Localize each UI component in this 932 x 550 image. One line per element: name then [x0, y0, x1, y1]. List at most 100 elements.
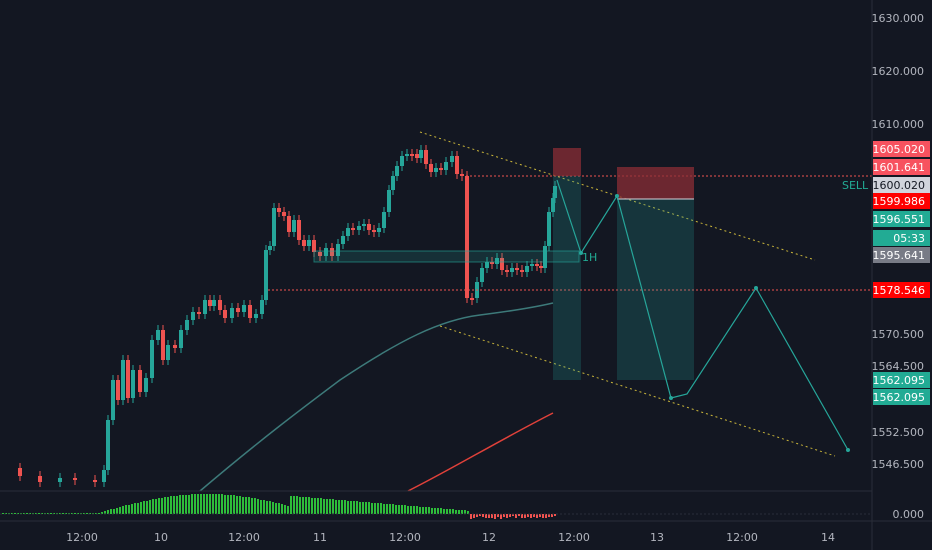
- oscillator-bar: [86, 513, 88, 514]
- oscillator-bar: [209, 494, 211, 514]
- oscillator-bar: [74, 513, 76, 514]
- oscillator-bar: [362, 502, 364, 514]
- candle-body: [525, 266, 529, 272]
- oscillator-bar: [170, 496, 172, 514]
- candle-body: [415, 154, 419, 158]
- oscillator-bar: [287, 506, 289, 514]
- candle-body: [547, 212, 551, 246]
- candle-body: [58, 478, 62, 482]
- oscillator-bar: [272, 502, 274, 514]
- price-label-text: 1599.986: [873, 195, 926, 208]
- oscillator-bar: [536, 514, 538, 518]
- oscillator-bar: [311, 498, 313, 514]
- candle-body: [480, 268, 484, 282]
- oscillator-bar: [500, 514, 502, 519]
- oscillator-bar: [215, 494, 217, 514]
- candle-body: [203, 300, 207, 314]
- oscillator-bar: [341, 500, 343, 514]
- candle-body: [460, 174, 464, 176]
- oscillator-bar: [119, 507, 121, 514]
- candle-body: [248, 305, 252, 318]
- oscillator-bar: [530, 514, 532, 518]
- sell-label: SELL: [842, 179, 869, 192]
- oscillator-bar: [269, 501, 271, 514]
- oscillator-bar: [401, 505, 403, 514]
- oscillator-bar: [227, 495, 229, 514]
- oscillator-bar: [263, 500, 265, 514]
- oscillator-bar: [392, 504, 394, 514]
- oscillator-bar: [428, 507, 430, 514]
- oscillator-bar: [473, 514, 475, 518]
- candle-body: [455, 156, 459, 174]
- oscillator-bar: [359, 502, 361, 514]
- price-label-text: 1605.020: [873, 143, 926, 156]
- candle-body: [530, 264, 534, 266]
- candle-body: [138, 370, 142, 392]
- candle-body: [116, 380, 120, 400]
- oscillator-bar: [395, 505, 397, 514]
- candle-body: [102, 470, 106, 482]
- oscillator-bar: [113, 509, 115, 514]
- oscillator-bar: [371, 503, 373, 514]
- candle-body: [156, 330, 160, 340]
- oscillator-bar: [554, 514, 556, 516]
- oscillator-bar: [317, 498, 319, 514]
- oscillator-bar: [107, 510, 109, 514]
- price-label-text: 1562.095: [873, 391, 926, 404]
- oscillator-bar: [131, 504, 133, 514]
- candle-body: [93, 480, 97, 482]
- oscillator-bar: [383, 504, 385, 514]
- oscillator-bar: [248, 497, 250, 514]
- candle-body: [173, 345, 177, 348]
- candle-body: [424, 150, 428, 164]
- oscillator-bar: [386, 504, 388, 514]
- oscillator-bar: [185, 495, 187, 514]
- oscillator-bar: [422, 507, 424, 514]
- oscillator-bar: [26, 513, 28, 514]
- price-label-text: 1596.551: [873, 213, 926, 226]
- price-tick-label: 1564.500: [872, 360, 925, 373]
- price-tick-label: 1570.500: [872, 328, 925, 341]
- oscillator-bar: [485, 514, 487, 518]
- oscillator-bar: [233, 495, 235, 514]
- candle-body: [405, 154, 409, 156]
- candle-body: [400, 156, 404, 166]
- oscillator-bar: [140, 502, 142, 514]
- oscillator-bar: [305, 497, 307, 514]
- candle-body: [429, 164, 433, 172]
- candle-body: [268, 246, 272, 250]
- oscillator-bar: [455, 510, 457, 514]
- oscillator-bar: [419, 507, 421, 514]
- oscillator-bar: [314, 498, 316, 514]
- oscillator-bar: [146, 501, 148, 514]
- candle-body: [218, 300, 222, 310]
- candle-body: [111, 380, 115, 420]
- oscillator-bar: [326, 499, 328, 514]
- oscillator-bar: [344, 500, 346, 514]
- time-tick-label: 12: [482, 531, 496, 544]
- oscillator-bar: [461, 510, 463, 514]
- oscillator-bar: [230, 495, 232, 514]
- oscillator-bar: [425, 507, 427, 514]
- oscillator-bar: [224, 495, 226, 514]
- projection-arrow-point: [846, 448, 850, 452]
- oscillator-bar: [407, 506, 409, 514]
- candle-body: [230, 308, 234, 318]
- oscillator-bar: [275, 503, 277, 514]
- candle-body: [287, 216, 291, 232]
- oscillator-tick-label: 0.000: [893, 508, 925, 521]
- oscillator-bar: [308, 497, 310, 514]
- oscillator-bar: [173, 496, 175, 514]
- oscillator-bar: [206, 494, 208, 514]
- oscillator-bar: [545, 514, 547, 518]
- price-tick-label: 1546.500: [872, 458, 925, 471]
- oscillator-bar: [356, 501, 358, 514]
- oscillator-bar: [542, 514, 544, 518]
- oscillator-bar: [299, 497, 301, 514]
- candle-body: [419, 150, 423, 158]
- candle-body: [277, 208, 281, 212]
- oscillator-bar: [329, 499, 331, 514]
- oscillator-bar: [161, 498, 163, 514]
- candle-body: [346, 228, 350, 236]
